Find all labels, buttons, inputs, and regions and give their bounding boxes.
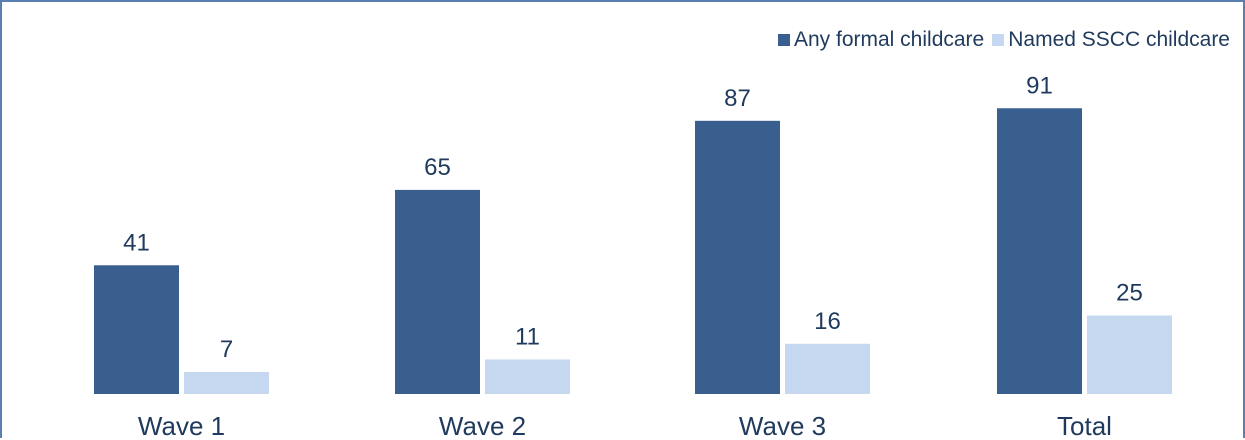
legend-label-named-sscc: Named SSCC childcare <box>1008 28 1230 51</box>
x-tick-label-total: Total <box>1057 411 1112 440</box>
x-tick-label-wave-2: Wave 2 <box>439 411 526 440</box>
legend-label-any-formal: Any formal childcare <box>793 28 985 51</box>
legend-swatch-named-sscc <box>992 34 1005 46</box>
bar-named-sscc-childcare-wave-2 <box>485 359 570 394</box>
data-label-any-formal-childcare-total: 91 <box>1026 72 1053 99</box>
data-label-any-formal-childcare-wave-2: 65 <box>424 154 451 181</box>
x-tick-label-wave-3: Wave 3 <box>739 411 826 440</box>
data-label-named-sscc-childcare-total: 25 <box>1116 280 1143 307</box>
bar-any-formal-childcare-wave-3 <box>695 120 780 394</box>
x-tick-label-wave-1: Wave 1 <box>138 411 225 440</box>
data-label-named-sscc-childcare-wave-1: 7 <box>220 336 233 363</box>
legend-swatch-any-formal <box>777 34 790 46</box>
data-label-named-sscc-childcare-wave-2: 11 <box>515 323 540 350</box>
data-label-any-formal-childcare-wave-3: 87 <box>724 85 751 112</box>
bar-named-sscc-childcare-wave-1 <box>184 372 269 394</box>
chart-legend: Any formal childcare Named SSCC childcar… <box>770 28 1230 52</box>
data-label-any-formal-childcare-wave-1: 41 <box>123 229 150 256</box>
bar-named-sscc-childcare-total <box>1087 315 1172 394</box>
legend-item-any-formal: Any formal childcare <box>777 28 985 52</box>
bar-any-formal-childcare-wave-1 <box>94 265 179 394</box>
bar-named-sscc-childcare-wave-3 <box>785 343 870 394</box>
bar-any-formal-childcare-wave-2 <box>395 189 480 394</box>
legend-item-named-sscc: Named SSCC childcare <box>992 28 1230 52</box>
data-label-named-sscc-childcare-wave-3: 16 <box>814 308 841 335</box>
bar-any-formal-childcare-total <box>997 108 1082 394</box>
